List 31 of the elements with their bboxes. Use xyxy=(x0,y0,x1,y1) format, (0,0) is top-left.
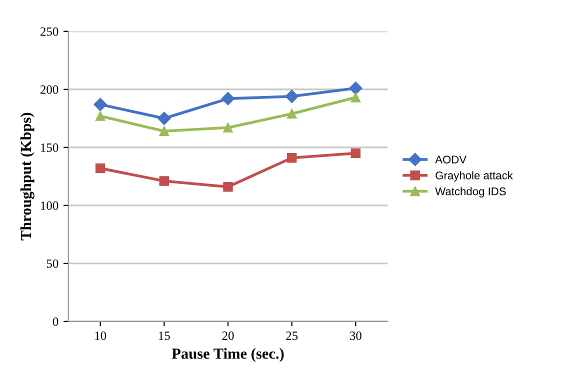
point xyxy=(286,108,297,119)
x-tick-label: 15 xyxy=(159,332,170,340)
point xyxy=(159,126,170,136)
point xyxy=(350,92,361,102)
point xyxy=(159,176,170,186)
y-tick-label: 0 xyxy=(52,317,58,326)
point xyxy=(349,82,362,95)
y-tick-label: 150 xyxy=(41,143,58,152)
point xyxy=(158,112,171,125)
x-tick-label: 10 xyxy=(95,332,106,340)
x-tick-label: 20 xyxy=(222,332,234,340)
legend-label: Grayhole attack xyxy=(436,171,513,182)
x-tick-label: 25 xyxy=(286,332,298,340)
x-axis-title: Pause Time (sec.) xyxy=(172,348,284,362)
y-tick-label: 50 xyxy=(46,259,58,268)
point xyxy=(95,163,106,174)
point xyxy=(350,148,361,158)
legend-label: Watchdog IDS xyxy=(435,187,506,198)
point xyxy=(285,90,298,103)
point xyxy=(95,111,106,121)
x-tick-label: 30 xyxy=(350,332,362,340)
point xyxy=(223,182,233,192)
point xyxy=(286,152,297,163)
point xyxy=(221,92,235,106)
y-tick-label: 250 xyxy=(40,27,58,36)
y-tick-label: 200 xyxy=(40,85,58,94)
y-axis-title: Throughput (Kbps) xyxy=(20,112,34,240)
legend-label: AODV xyxy=(435,156,467,164)
y-tick-label: 100 xyxy=(41,201,58,210)
point xyxy=(223,122,233,133)
point xyxy=(94,98,107,112)
